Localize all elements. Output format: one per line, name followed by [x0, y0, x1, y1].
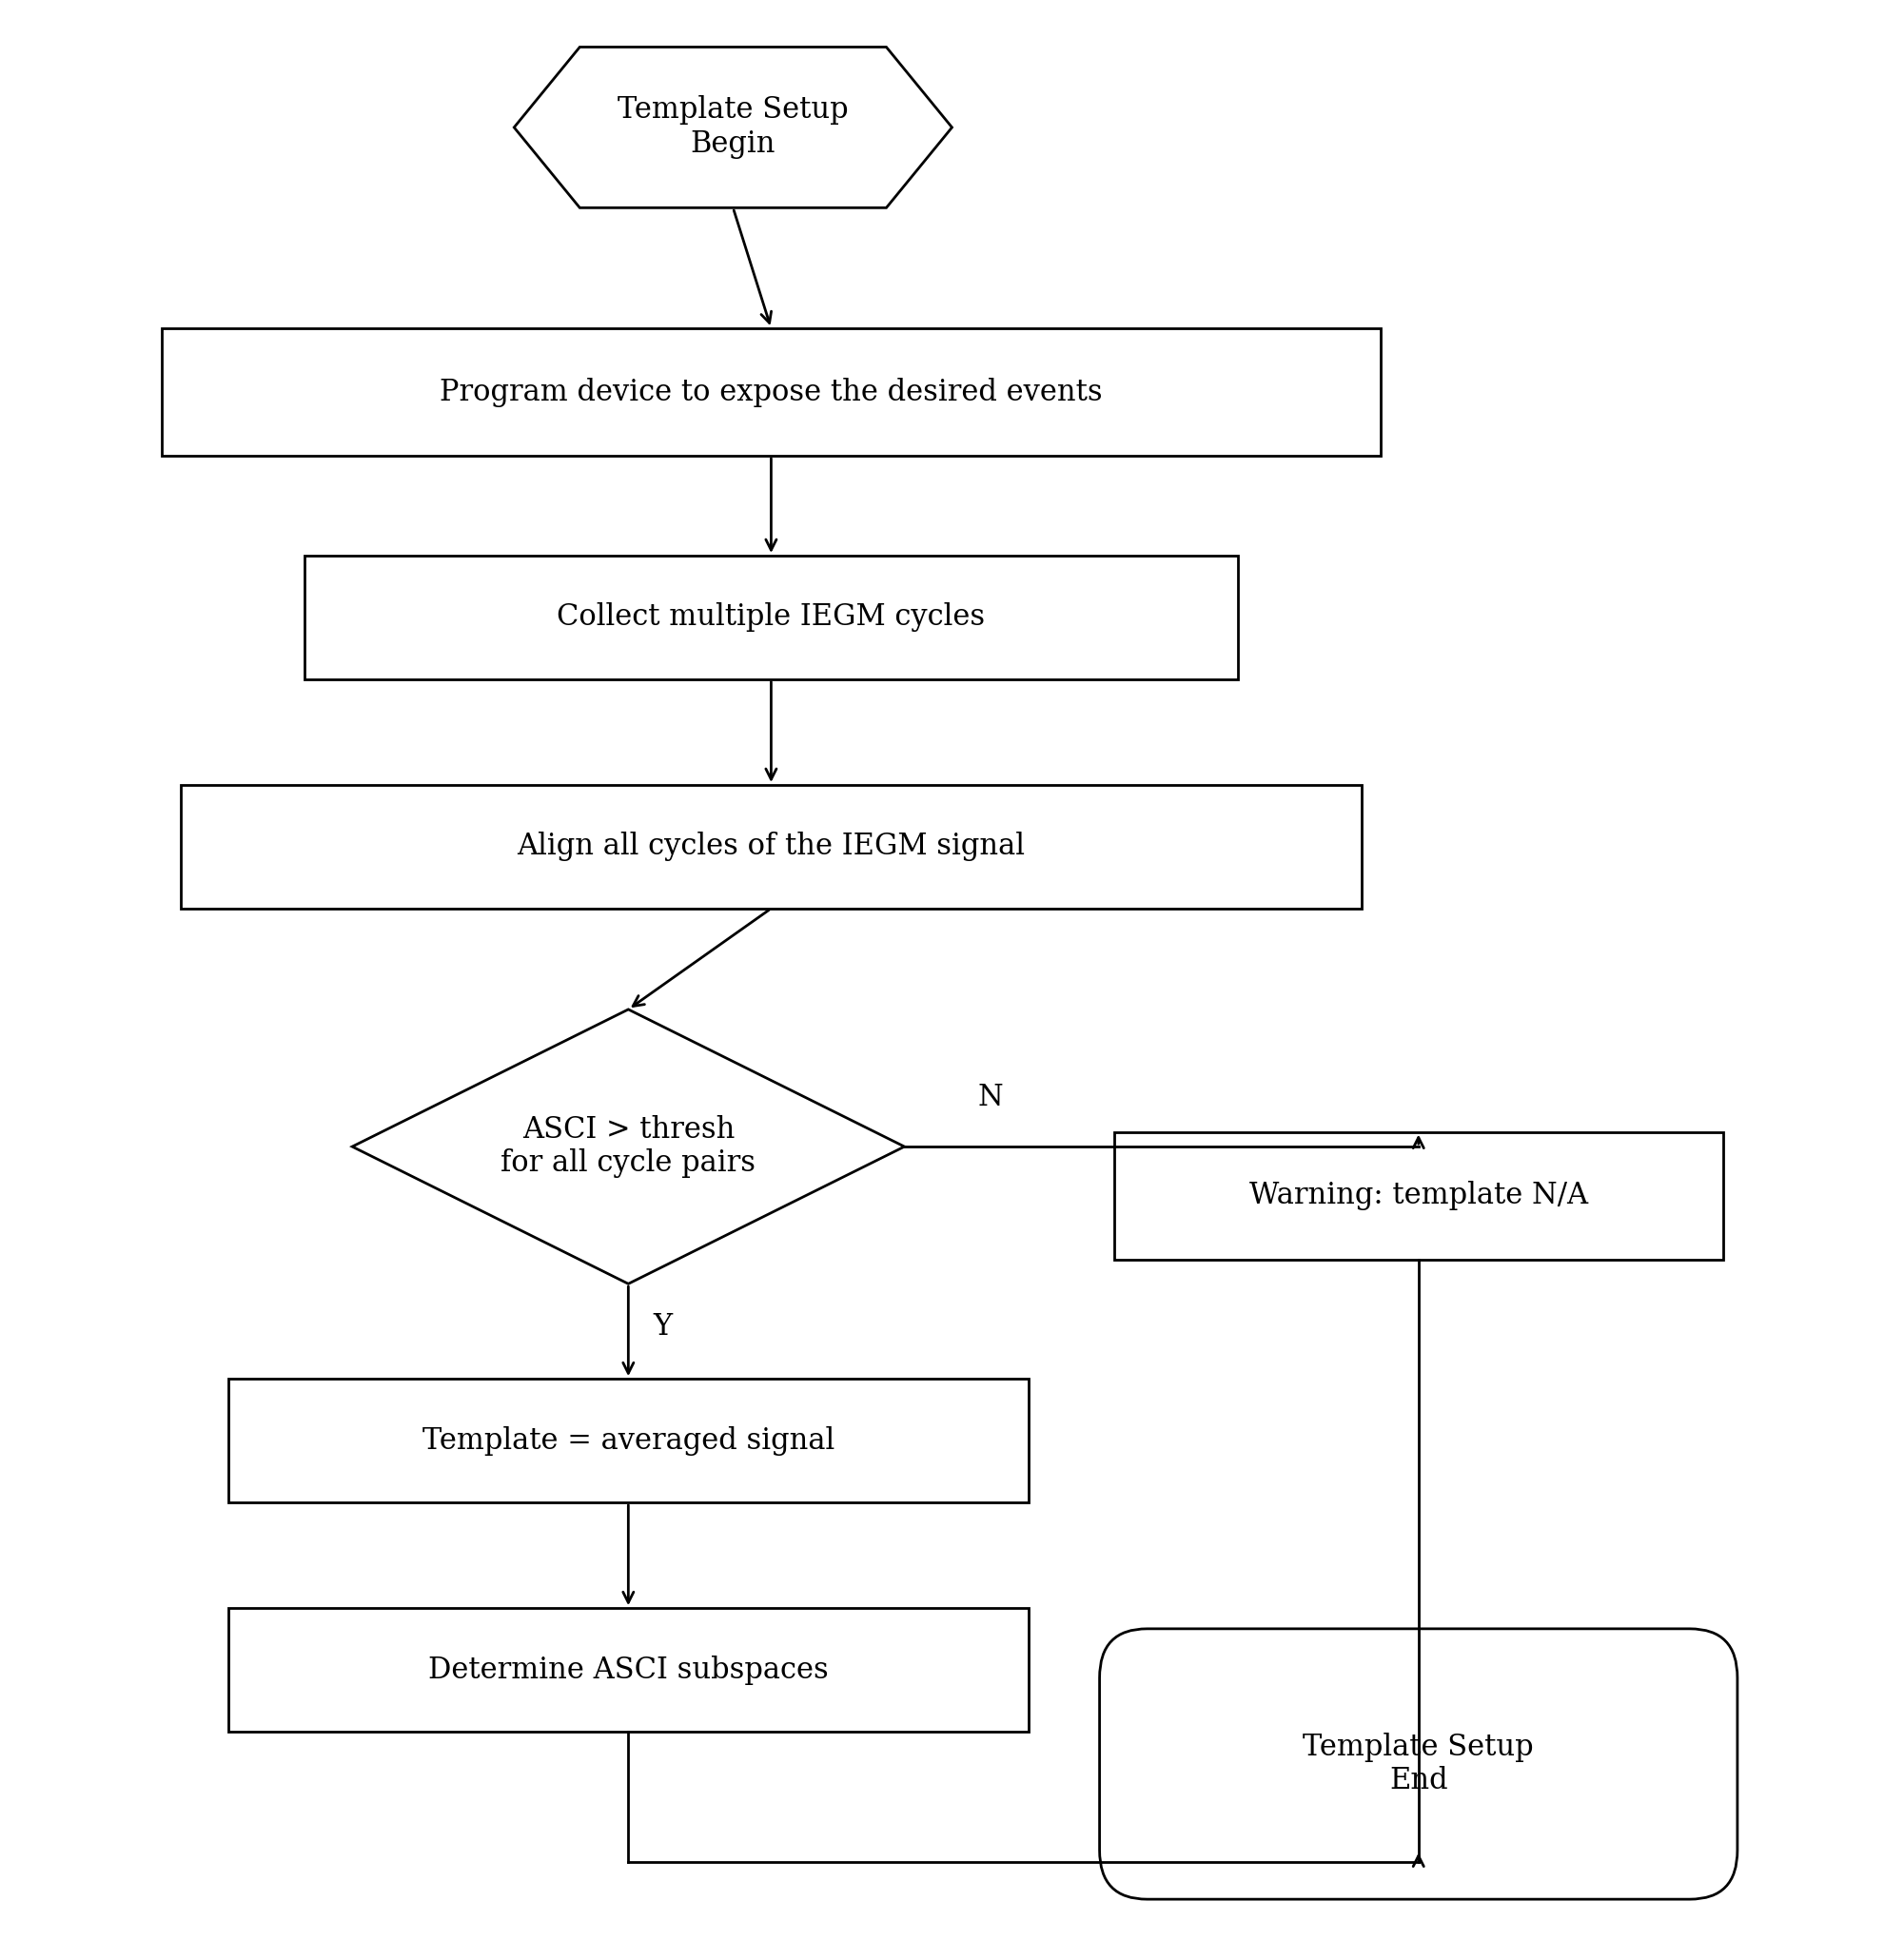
- Text: Template Setup
End: Template Setup End: [1302, 1733, 1535, 1795]
- FancyBboxPatch shape: [1101, 1629, 1736, 1899]
- Text: Collect multiple IEGM cycles: Collect multiple IEGM cycles: [558, 602, 984, 633]
- Text: Determine ASCI subspaces: Determine ASCI subspaces: [428, 1654, 828, 1686]
- Text: Program device to expose the desired events: Program device to expose the desired eve…: [440, 376, 1102, 408]
- Text: N: N: [977, 1082, 1003, 1113]
- Text: ASCI > thresh
for all cycle pairs: ASCI > thresh for all cycle pairs: [501, 1115, 756, 1178]
- FancyBboxPatch shape: [228, 1607, 1028, 1733]
- Text: Y: Y: [653, 1311, 672, 1343]
- Polygon shape: [514, 47, 952, 208]
- FancyBboxPatch shape: [1114, 1131, 1723, 1260]
- Text: Warning: template N/A: Warning: template N/A: [1249, 1180, 1588, 1211]
- FancyBboxPatch shape: [181, 786, 1361, 909]
- Polygon shape: [352, 1009, 904, 1284]
- FancyBboxPatch shape: [162, 327, 1380, 455]
- Text: Template = averaged signal: Template = averaged signal: [423, 1425, 834, 1456]
- FancyBboxPatch shape: [228, 1380, 1028, 1501]
- FancyBboxPatch shape: [305, 555, 1238, 678]
- Text: Template Setup
Begin: Template Setup Begin: [617, 96, 849, 159]
- Text: Align all cycles of the IEGM signal: Align all cycles of the IEGM signal: [518, 831, 1024, 862]
